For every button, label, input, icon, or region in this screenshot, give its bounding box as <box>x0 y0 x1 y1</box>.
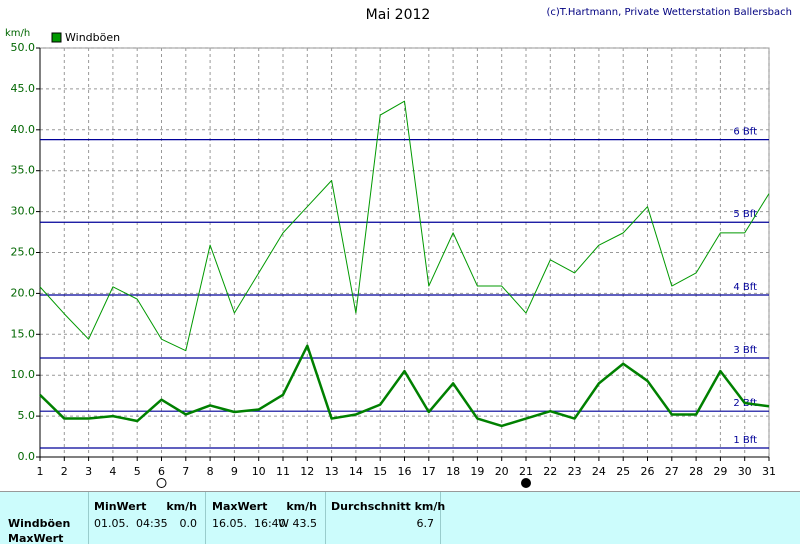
x-tick-label: 7 <box>182 465 189 478</box>
x-tick-label: 15 <box>373 465 387 478</box>
y-tick-label: 0.0 <box>18 450 36 463</box>
y-tick-label: 35.0 <box>11 164 36 177</box>
legend-label: Windböen <box>65 31 120 44</box>
reference-label: 5 Bft <box>733 209 757 220</box>
x-tick-label: 20 <box>495 465 509 478</box>
header: MinWert <box>94 500 147 513</box>
x-tick-label: 1 <box>37 465 44 478</box>
header: km/h <box>166 500 197 513</box>
x-tick-label: 29 <box>713 465 727 478</box>
cell: 0.0 <box>179 517 198 530</box>
y-tick-label: 15.0 <box>11 327 36 340</box>
y-tick-label: 30.0 <box>11 205 36 218</box>
divider <box>205 492 206 544</box>
moon-marker <box>156 478 167 488</box>
x-tick-label: 16 <box>398 465 412 478</box>
x-tick-label: 19 <box>470 465 484 478</box>
chart-title: Mai 2012 <box>366 7 431 23</box>
x-tick-label: 5 <box>134 465 141 478</box>
y-axis-label: km/h <box>5 28 30 39</box>
x-tick-label: 9 <box>231 465 238 478</box>
moon-marker <box>521 478 531 488</box>
reference-label: 1 Bft <box>733 435 757 446</box>
row-label: Windböen <box>8 517 71 530</box>
row-label: MaxWert <box>8 532 64 545</box>
stats-table: MinWert km/h MaxWert km/h Durchschnitt k… <box>0 491 800 545</box>
data-line <box>39 100 770 352</box>
x-tick-label: 2 <box>61 465 68 478</box>
divider <box>325 492 326 544</box>
data-line <box>39 344 770 428</box>
divider <box>440 492 441 544</box>
x-tick-label: 26 <box>641 465 655 478</box>
divider <box>88 492 89 544</box>
x-tick-label: 25 <box>616 465 630 478</box>
y-tick-label: 25.0 <box>11 246 36 259</box>
x-tick-label: 6 <box>158 465 165 478</box>
x-tick-label: 24 <box>592 465 606 478</box>
reference-label: 4 Bft <box>733 282 757 293</box>
cell: 16.05. 16:40 <box>212 517 286 530</box>
cell: 6.7 <box>416 517 435 530</box>
x-tick-label: 28 <box>689 465 703 478</box>
chart: Mai 2012 (c)T.Hartmann, Private Wetterst… <box>5 7 792 488</box>
y-tick-label: 10.0 <box>11 368 36 381</box>
x-tick-label: 22 <box>543 465 557 478</box>
x-tick-label: 11 <box>276 465 290 478</box>
x-tick-label: 17 <box>422 465 436 478</box>
y-tick-label: 20.0 <box>11 286 36 299</box>
x-tick-label: 21 <box>519 465 533 478</box>
x-tick-label: 27 <box>665 465 679 478</box>
x-tick-label: 31 <box>762 465 776 478</box>
y-tick-label: 5.0 <box>18 409 36 422</box>
y-tick-label: 45.0 <box>11 82 36 95</box>
reference-label: 3 Bft <box>733 345 757 356</box>
reference-label: 6 Bft <box>733 127 757 138</box>
credit: (c)T.Hartmann, Private Wetterstation Bal… <box>546 7 792 18</box>
header: km/h <box>286 500 317 513</box>
y-tick-label: 40.0 <box>11 123 36 136</box>
x-tick-label: 12 <box>300 465 314 478</box>
header: Durchschnitt km/h <box>331 500 446 513</box>
x-tick-label: 3 <box>85 465 92 478</box>
x-tick-label: 8 <box>207 465 214 478</box>
header: MaxWert <box>212 500 268 513</box>
x-tick-label: 18 <box>446 465 460 478</box>
x-tick-label: 14 <box>349 465 363 478</box>
cell: W 43.5 <box>278 517 317 530</box>
x-tick-label: 4 <box>109 465 116 478</box>
x-tick-label: 13 <box>325 465 339 478</box>
y-tick-label: 50.0 <box>11 41 36 54</box>
x-tick-label: 30 <box>738 465 752 478</box>
legend-swatch <box>51 32 62 43</box>
cell: 01.05. 04:35 <box>94 517 168 530</box>
x-tick-label: 23 <box>568 465 582 478</box>
x-tick-label: 10 <box>252 465 266 478</box>
